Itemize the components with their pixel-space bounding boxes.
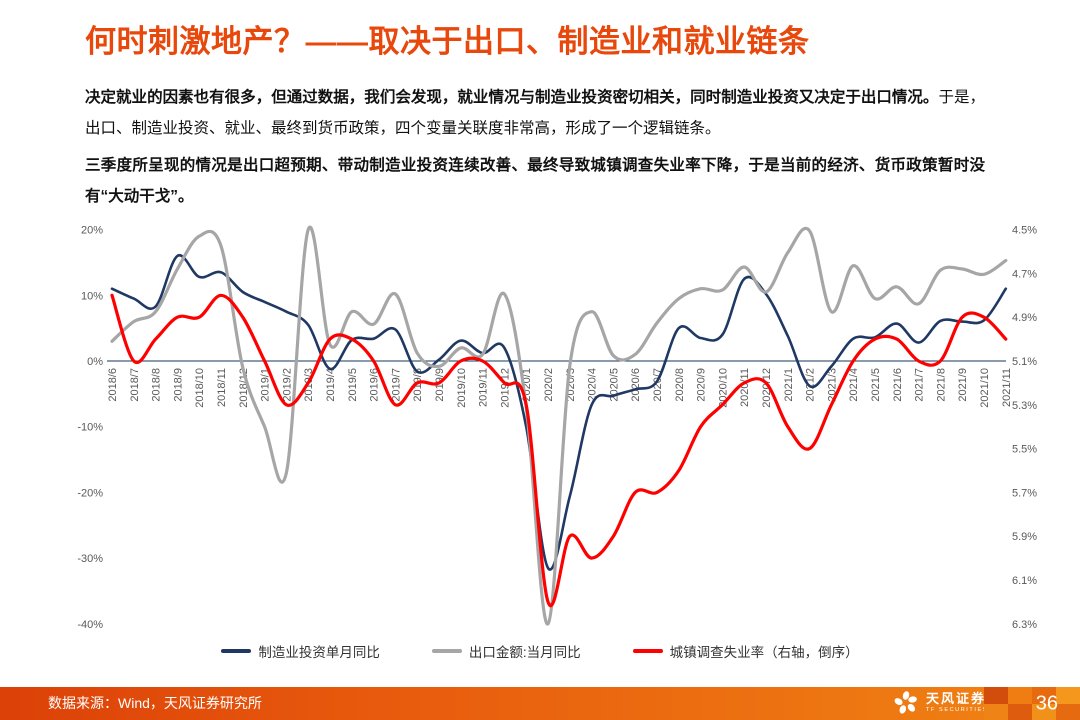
x-axis-tick: 2018/7 (129, 368, 141, 402)
x-axis-tick: 2019/10 (456, 368, 468, 408)
right-axis-tick: 4.9% (1012, 312, 1037, 324)
paragraph-1: 决定就业的因素也有很多，但通过数据，我们会发现，就业情况与制造业投资密切相关，同… (85, 82, 985, 144)
flower-logo-icon (894, 691, 917, 714)
x-axis-tick: 2020/12 (761, 368, 773, 408)
x-axis-tick: 2020/6 (630, 368, 642, 402)
x-axis-tick: 2020/8 (674, 368, 686, 402)
right-axis-tick: 5.1% (1012, 356, 1037, 368)
x-axis-tick: 2020/9 (696, 368, 708, 402)
logo-name-en: TF SECURITIES (926, 707, 989, 713)
x-axis-tick: 2021/3 (826, 368, 838, 402)
data-source-text: 数据来源：Wind，天风证券研究所 (48, 695, 262, 711)
x-axis-tick: 2020/7 (652, 368, 664, 402)
left-axis-tick: -20% (77, 487, 103, 499)
right-axis-tick: 4.5% (1012, 225, 1037, 237)
legend-swatch-navy (221, 649, 252, 653)
x-axis-tick: 2019/9 (434, 368, 446, 402)
x-axis-tick: 2019/6 (369, 368, 381, 402)
x-axis-tick: 2021/1 (783, 368, 795, 402)
legend-swatch-gray (431, 649, 462, 653)
x-axis-tick: 2020/11 (739, 368, 751, 407)
x-axis-tick: 2020/5 (608, 368, 620, 402)
x-axis-tick: 2019/7 (390, 368, 402, 402)
x-axis-tick: 2021/5 (870, 368, 882, 402)
x-axis-tick: 2018/10 (194, 368, 206, 408)
logo-text: 天风证券 TF SECURITIES (926, 692, 988, 714)
left-axis-tick: -40% (77, 619, 103, 631)
legend-label: 出口金额:当月同比 (468, 645, 581, 660)
page-title: 何时刺激地产？——取决于出口、制造业和就业链条 (85, 24, 810, 59)
x-axis-tick: 2021/6 (892, 368, 904, 402)
x-axis-tick: 2020/2 (543, 368, 555, 402)
x-axis-tick: 2019/2 (281, 368, 293, 402)
right-axis-tick: 4.7% (1012, 268, 1037, 280)
footer-bar: 数据来源：Wind，天风证券研究所 天风证券 TF SECURITIES 36 (0, 687, 1080, 720)
x-axis-tick: 2018/9 (172, 368, 184, 402)
x-axis-tick: 2019/1 (260, 368, 272, 402)
x-axis-tick: 2018/6 (107, 368, 119, 402)
legend-item-unemployment: 城镇调查失业率（右轴，倒序） (632, 641, 859, 661)
tf-securities-logo: 天风证券 TF SECURITIES (893, 690, 988, 716)
page-number: 36 (1035, 692, 1058, 714)
x-axis-tick: 2021/2 (805, 368, 817, 402)
right-axis-tick: 6.1% (1012, 575, 1037, 587)
left-axis-tick: 10% (81, 290, 103, 302)
x-axis-tick: 2019/12 (499, 368, 511, 408)
left-axis-tick: -10% (77, 422, 103, 434)
x-axis-tick: 2018/12 (238, 368, 250, 408)
footer-mosaic-decoration (984, 687, 1080, 720)
x-axis-tick: 2018/11 (216, 368, 228, 407)
x-axis-tick: 2019/3 (303, 368, 315, 402)
x-axis-tick: 2021/8 (935, 368, 947, 402)
series-line-0 (110, 253, 1008, 571)
legend-item-manufacturing: 制造业投资单月同比 (221, 641, 380, 661)
right-axis-tick: 5.9% (1012, 531, 1037, 543)
x-axis-tick: 2020/1 (521, 368, 533, 402)
x-axis-tick: 2020/10 (717, 368, 729, 408)
right-axis-tick: 5.7% (1012, 487, 1037, 499)
x-axis-tick: 2019/11 (478, 368, 490, 407)
legend-label: 制造业投资单月同比 (258, 645, 380, 660)
right-axis-tick: 6.3% (1012, 619, 1037, 631)
paragraph-1-bold: 决定就业的因素也有很多，但通过数据，我们会发现，就业情况与制造业投资密切相关，同… (85, 89, 939, 106)
x-axis-tick: 2021/4 (848, 368, 860, 402)
x-axis-tick: 2021/9 (957, 368, 969, 402)
x-axis-tick: 2019/4 (325, 368, 337, 402)
series-line-2 (110, 293, 1008, 608)
paragraph-2: 三季度所呈现的情况是出口超预期、带动制造业投资连续改善、最终导致城镇调查失业率下… (85, 157, 985, 205)
x-axis-tick: 2020/4 (587, 368, 599, 402)
x-axis-tick: 2021/7 (914, 368, 926, 402)
x-axis-tick: 2019/5 (347, 368, 359, 402)
legend-label: 城镇调查失业率（右轴，倒序） (669, 645, 859, 660)
x-axis-tick: 2019/8 (412, 368, 424, 402)
x-axis-tick: 2021/10 (979, 368, 991, 408)
left-axis-tick: -30% (77, 553, 103, 565)
chart-legend: 制造业投资单月同比 出口金额:当月同比 城镇调查失业率（右轴，倒序） (0, 640, 1080, 662)
right-axis-tick: 5.5% (1012, 444, 1037, 456)
logo-name-cn: 天风证券 (926, 691, 987, 706)
x-axis-tick: 2020/3 (565, 368, 577, 402)
right-axis-tick: 5.3% (1012, 400, 1037, 412)
x-axis-tick: 2018/8 (151, 368, 163, 402)
series-line-1 (110, 225, 1008, 626)
x-axis-tick: 2021/11 (1001, 368, 1013, 407)
left-axis-tick: 20% (81, 225, 103, 237)
left-axis-tick: 0% (87, 356, 103, 368)
legend-item-exports: 出口金额:当月同比 (431, 641, 581, 661)
legend-swatch-red (632, 649, 663, 653)
paragraph-1-rest: 于是，出口、制造业投资、就业、最终到货币政策，四个变量关联度非常高，形成了一个逻… (85, 89, 985, 137)
